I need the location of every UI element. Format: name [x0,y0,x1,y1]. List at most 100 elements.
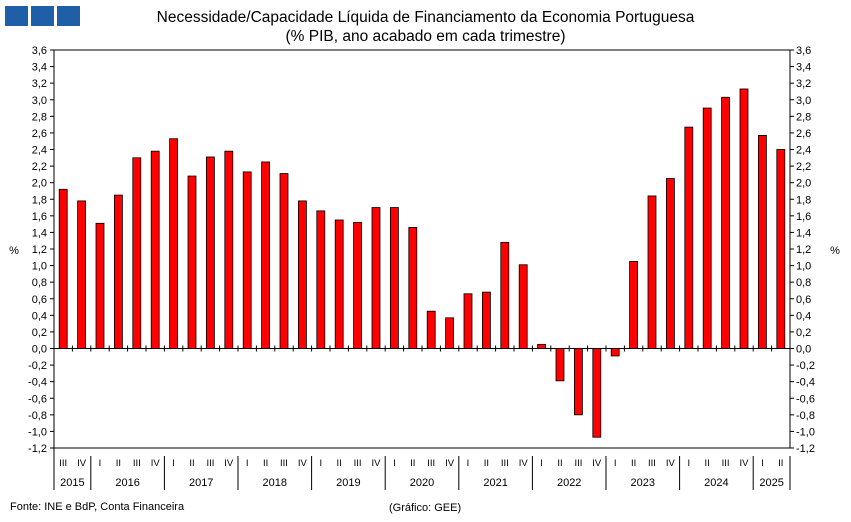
quarter-label: II [557,458,562,469]
bar [353,222,363,349]
year-label: 2019 [336,477,360,489]
year-label: 2015 [60,477,84,489]
bar [684,126,694,349]
y-tick-label-left: 1,4 [32,227,47,239]
year-label: 2020 [410,477,434,489]
bar [555,348,565,382]
quarter-label: II [337,458,342,469]
quarter-label: I [319,458,322,469]
y-tick-label-left: 0,2 [32,327,47,339]
bar [408,227,418,349]
quarter-label: IV [372,458,382,469]
y-tick-label-left: 0,0 [32,344,47,356]
bar [500,241,510,349]
logo-square-2 [31,6,54,26]
quarter-label: I [540,458,543,469]
y-tick-label-left: -1,2 [28,443,47,455]
chart-title: Necessidade/Capacidade Líquida de Financ… [0,8,851,46]
quarter-label: I [614,458,617,469]
y-tick-label-right: 2,2 [796,161,811,173]
y-tick-label-right: 1,8 [796,194,811,206]
credit-note: (Gráfico: GEE) [389,502,462,514]
y-tick-label-right: 2,4 [796,145,811,157]
year-label: 2024 [704,477,728,489]
y-tick-label-right: 3,4 [796,62,811,74]
source-note: Fonte: INE e BdP, Conta Financeira [10,501,185,513]
quarter-label: III [206,458,214,469]
quarter-label: II [631,458,636,469]
y-axis-label-right: % [830,245,840,257]
bar [242,171,252,349]
y-tick-label-right: -0,4 [796,377,815,389]
y-tick-label-left: -0,2 [28,360,47,372]
plot-frame [53,49,791,449]
y-tick-label-right: 1,6 [796,211,811,223]
y-tick-label-right: 1,0 [796,261,811,273]
y-tick-label-left: -0,6 [28,393,47,405]
y-tick-label-left: -0,8 [28,410,47,422]
bar [592,348,602,438]
bar [205,156,215,349]
y-tick-label-left: 2,4 [32,145,47,157]
y-tick-label-right: 3,6 [796,45,811,57]
quarter-label: I [393,458,396,469]
bar [224,150,234,349]
quarter-label: IV [151,458,161,469]
quarter-label: III [501,458,509,469]
y-tick-label-left: 2,2 [32,161,47,173]
y-tick-label-right: 0,2 [796,327,811,339]
quarter-label: III [133,458,141,469]
quarter-label: III [59,458,67,469]
year-label: 2023 [631,477,655,489]
bar [77,200,86,349]
y-tick-label-left: 2,6 [32,128,47,140]
y-tick-label-left: 0,4 [32,310,47,322]
quarter-label: I [246,458,249,469]
y-tick-label-left: 1,8 [32,194,47,206]
y-tick-label-left: 0,6 [32,294,47,306]
logo-square-1 [5,6,28,26]
y-tick-label-right: 0,0 [796,344,811,356]
year-label: 2021 [483,477,507,489]
y-tick-label-left: 1,2 [32,244,47,256]
bar [739,88,749,349]
quarter-label: II [189,458,194,469]
bar [279,173,289,349]
year-label: 2018 [263,477,287,489]
y-tick-label-right: 2,6 [796,128,811,140]
y-tick-label-left: -1,0 [28,426,47,438]
bar [132,157,142,349]
y-tick-label-right: 1,2 [796,244,811,256]
chart-title-line2: (% PIB, ano acabado em cada trimestre) [285,28,566,45]
y-tick-label-left: 2,0 [32,178,47,190]
y-tick-label-right: -0,8 [796,410,815,422]
quarter-label: IV [445,458,455,469]
bar [261,161,271,349]
y-tick-label-right: 3,0 [796,95,811,107]
bar [334,219,344,349]
bar [537,343,546,349]
quarter-label: II [778,458,783,469]
bar [58,188,68,349]
y-tick-label-right: 3,2 [796,78,811,90]
quarter-label: I [99,458,102,469]
quarter-label: I [467,458,470,469]
year-label: 2017 [189,477,213,489]
quarter-label: I [761,458,764,469]
bar [389,207,399,349]
year-label: 2022 [557,477,581,489]
y-tick-label-left: 1,6 [32,211,47,223]
bar [114,194,123,349]
quarter-label: II [116,458,121,469]
brand-logo [5,6,80,26]
bar [574,348,583,416]
quarter-label: I [172,458,175,469]
y-tick-label-left: 0,8 [32,277,47,289]
bar [776,149,786,349]
quarter-label: IV [298,458,308,469]
quarter-label: IV [666,458,676,469]
bar [629,261,638,349]
bar [297,200,307,349]
bar [371,207,381,349]
